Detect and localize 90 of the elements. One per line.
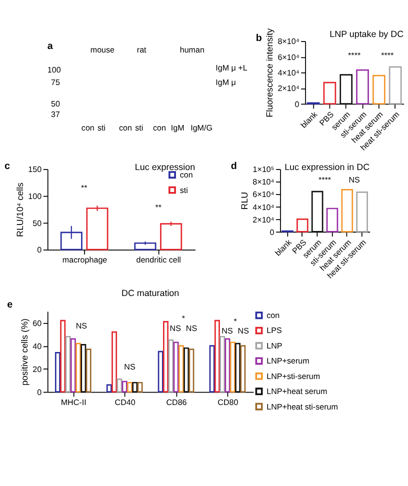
y-tick-label: 4×10⁴	[252, 202, 275, 212]
y-tick-label: 8×10⁴	[278, 37, 300, 46]
text: con	[153, 124, 166, 133]
y-tick-label: 150	[28, 165, 42, 174]
x-tick-label: CD86	[166, 398, 188, 407]
text: IgM/G	[190, 124, 212, 133]
bar	[341, 189, 354, 232]
annotation: *	[182, 314, 185, 324]
chart-title: DC maturation	[122, 288, 180, 298]
text: con	[119, 124, 132, 133]
y-tick-label: 2×10⁴	[252, 215, 275, 224]
y-tick-label: 40	[32, 342, 42, 351]
annotation: **	[80, 184, 88, 193]
annotation: **	[155, 203, 162, 212]
y-axis-title: RLU/10⁴ cells	[14, 182, 25, 238]
bar	[311, 190, 324, 232]
chart-title: LNP uptake by DC	[330, 28, 404, 39]
bar	[160, 223, 182, 250]
text: human	[180, 46, 204, 55]
text: sti	[135, 124, 144, 133]
y-tick-label: 8×10⁴	[252, 178, 275, 187]
legend-label: con	[180, 170, 193, 180]
y-tick-label: 0	[37, 246, 42, 255]
legend-label: LNP+serum	[266, 356, 310, 366]
text: d	[230, 161, 237, 172]
text: con	[81, 124, 94, 133]
text: IgM	[170, 124, 185, 133]
text: 100	[47, 65, 62, 74]
text: 50	[51, 99, 60, 108]
y-tick-label: 50	[32, 218, 42, 228]
annotation: NS	[348, 175, 360, 184]
legend-label: LNP+sti-serum	[266, 372, 320, 381]
bar	[326, 208, 338, 232]
y-tick-label: 0	[294, 100, 300, 109]
y-axis-title: RLU	[239, 192, 250, 210]
annotation: ****	[381, 51, 394, 60]
y-tick-label: 6×10⁴	[252, 190, 275, 200]
text: a	[47, 41, 54, 52]
text: sti	[98, 124, 106, 133]
bar	[86, 208, 108, 250]
x-tick-label: dendritic cell	[136, 256, 182, 265]
bar	[356, 192, 368, 232]
text: IgM μ	[216, 78, 236, 87]
legend-label: LNP+heat sti-serum	[266, 402, 338, 412]
legend-label: sti	[180, 186, 188, 195]
x-tick-label: macrophage	[62, 256, 108, 265]
annotation: NS	[170, 324, 181, 333]
bar	[388, 66, 402, 104]
y-tick-label: 4×10⁴	[278, 68, 300, 78]
bar	[134, 242, 156, 250]
annotation: ****	[318, 175, 332, 184]
annotation: NS	[186, 324, 198, 333]
legend-label: LNP	[266, 341, 282, 350]
text: 75	[51, 78, 60, 87]
annotation: *	[234, 316, 237, 326]
annotation: NS	[76, 321, 88, 330]
bar	[356, 69, 369, 104]
x-tick-label: CD80	[218, 398, 239, 407]
chart-title: Luc expression	[134, 162, 196, 172]
y-tick-label: 1×10⁵	[252, 165, 274, 174]
text: c	[4, 161, 10, 172]
text: rat	[136, 46, 148, 55]
text: IgM μ +L	[216, 64, 248, 73]
y-tick-label: 60	[32, 318, 42, 328]
y-axis-title: positive cells (%)	[19, 318, 30, 386]
chart-title: Luc expression in DC	[284, 162, 370, 172]
legend-label: LNP+heat serum	[266, 387, 328, 396]
y-tick-label: 0	[270, 228, 275, 237]
bar	[340, 74, 353, 104]
legend-label: LPS	[266, 326, 282, 336]
annotation: NS	[238, 326, 249, 336]
bar	[296, 218, 308, 232]
bar	[372, 74, 386, 104]
y-axis-title: Fluorescence intensity	[264, 28, 274, 118]
annotation: ****	[348, 51, 361, 60]
text: e	[7, 300, 14, 311]
x-tick-label: CD40	[114, 398, 136, 407]
text: b	[256, 33, 262, 44]
legend-label: con	[266, 311, 280, 320]
bar	[323, 82, 336, 104]
annotation: NS	[124, 362, 136, 372]
text: mouse	[90, 46, 116, 55]
y-tick-label: 2×10⁴	[278, 84, 300, 94]
y-tick-label: 6×10⁴	[278, 52, 300, 62]
x-tick-label: MHC-II	[60, 398, 86, 407]
annotation: NS	[222, 326, 233, 336]
text: 37	[51, 110, 60, 120]
y-tick-label: 20	[32, 364, 42, 374]
y-tick-label: 100	[28, 192, 42, 202]
y-tick-label: 0	[37, 388, 42, 397]
